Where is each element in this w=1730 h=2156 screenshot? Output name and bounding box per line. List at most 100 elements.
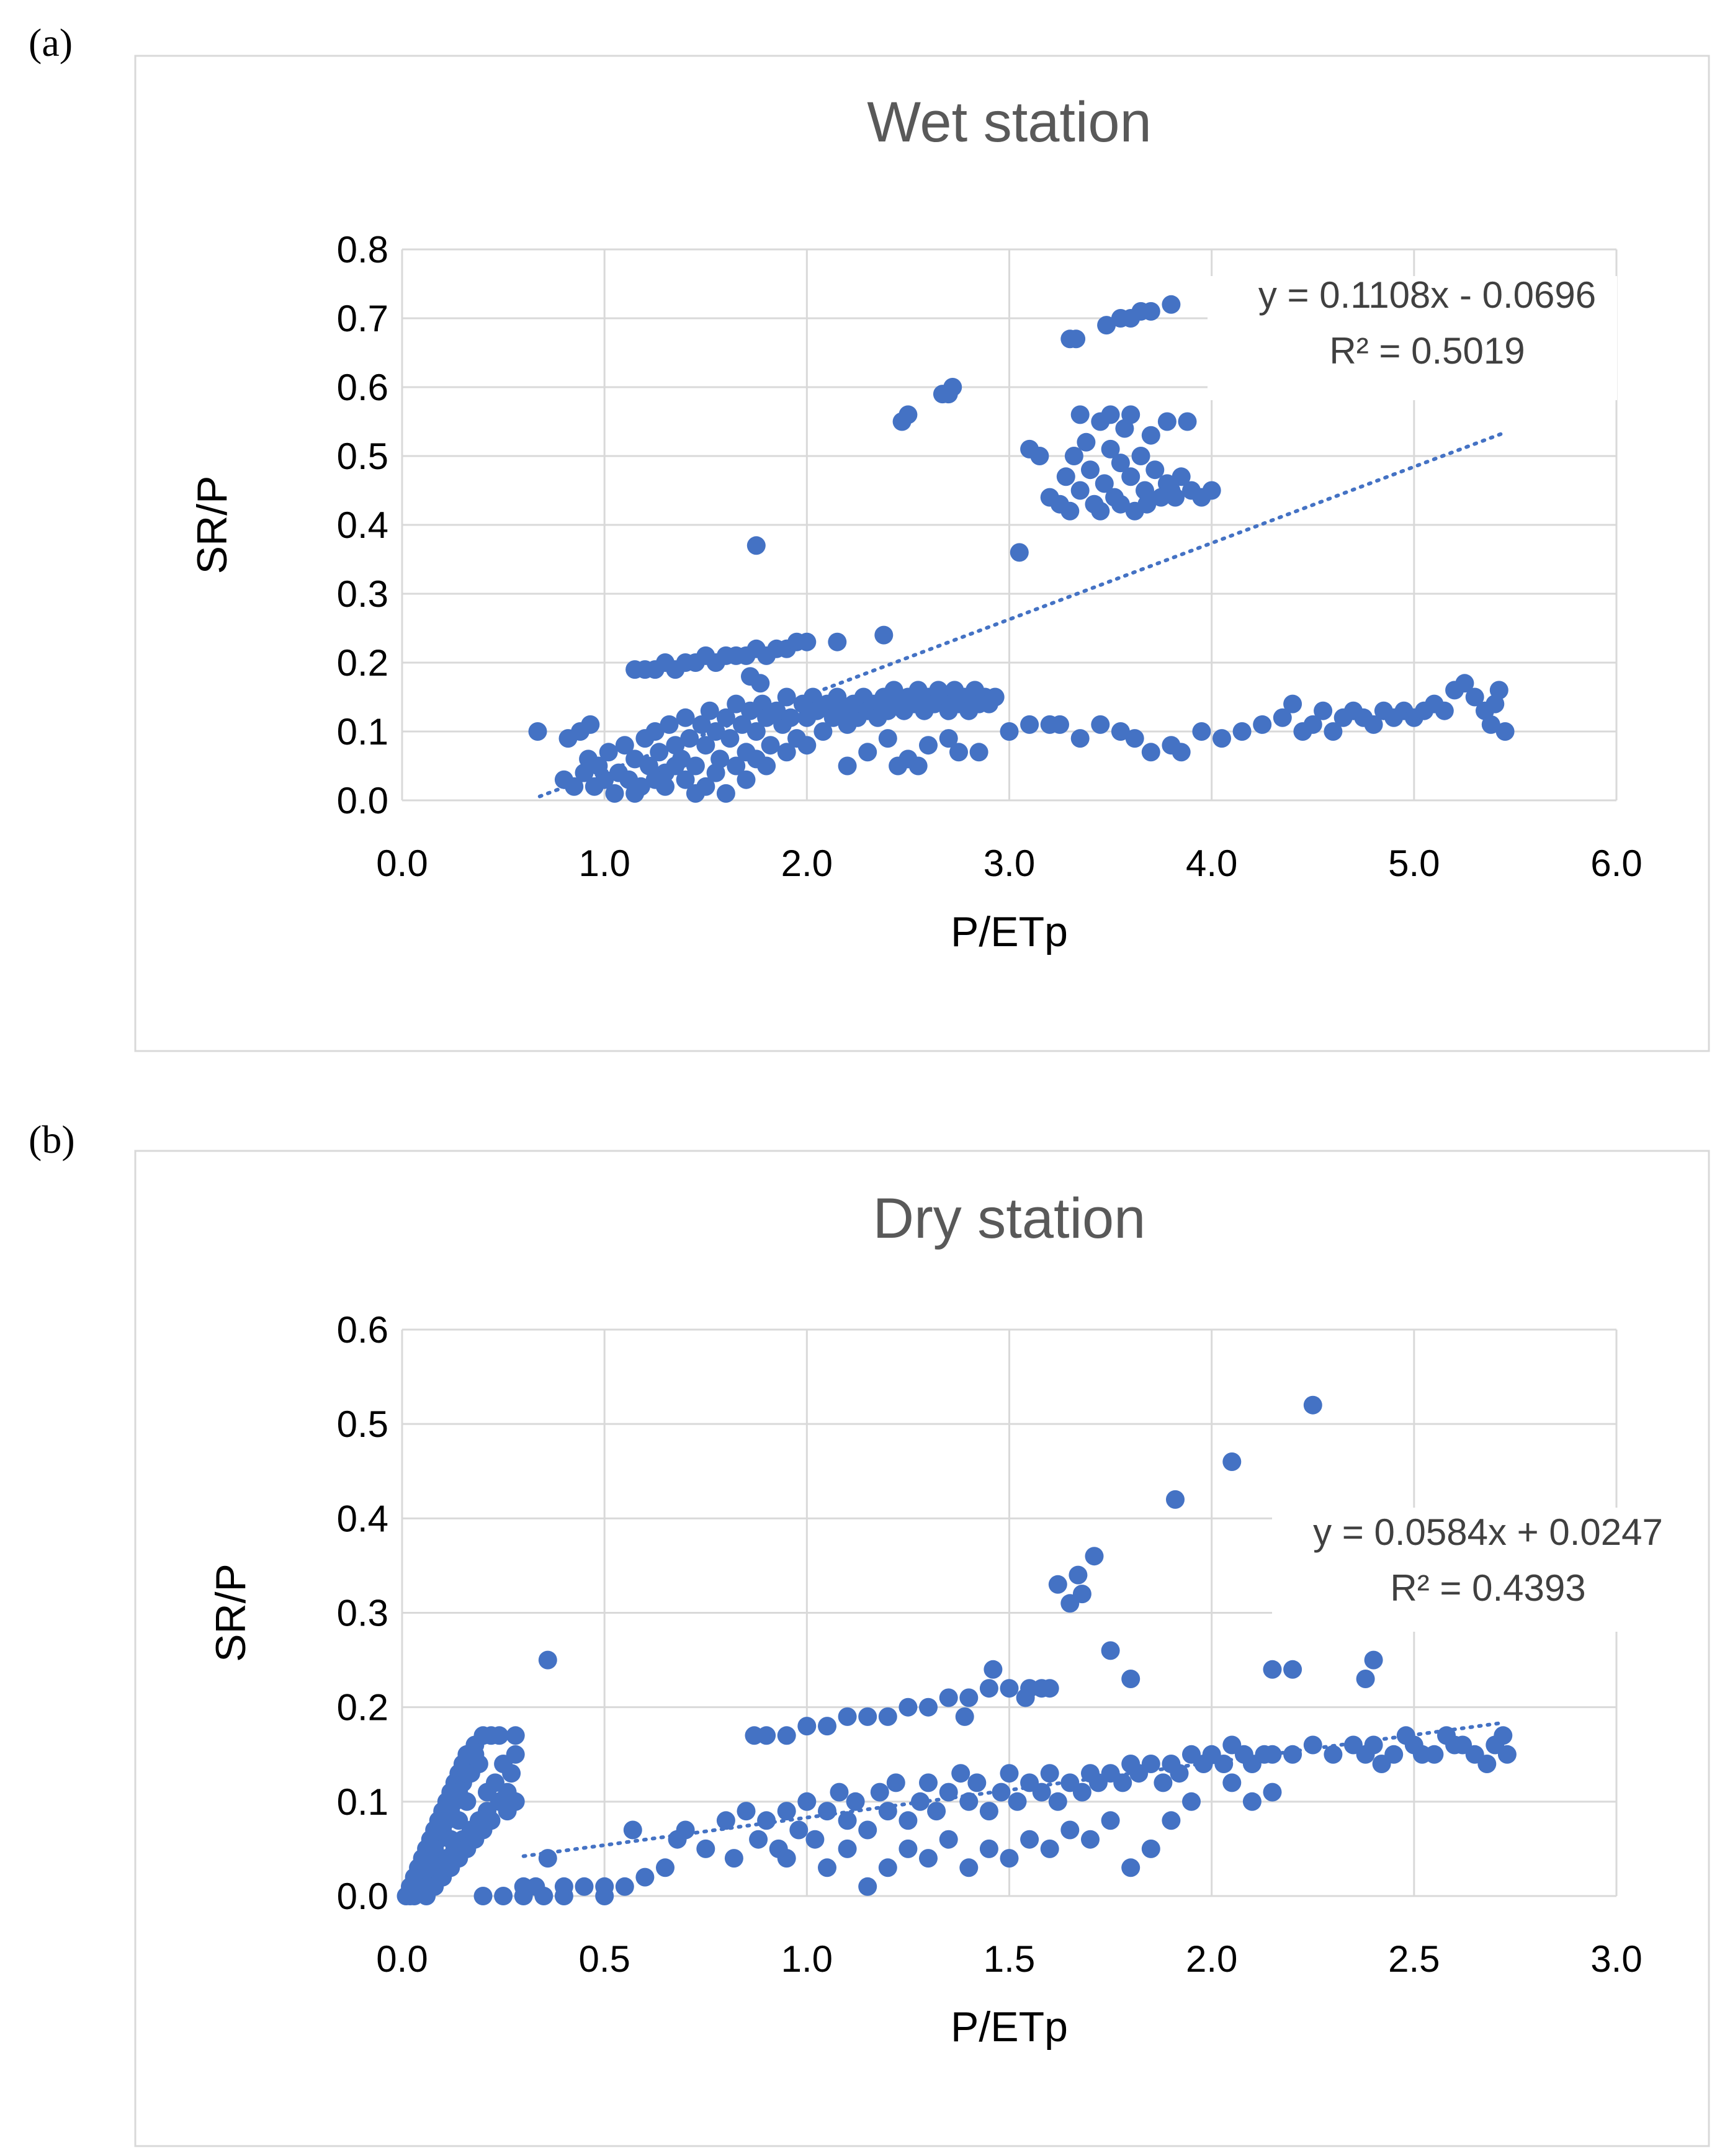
data-point	[1070, 405, 1090, 424]
data-point	[939, 729, 958, 748]
x-tick-label: 3.0	[984, 843, 1035, 884]
data-point	[494, 1755, 513, 1773]
data-point	[1141, 1839, 1160, 1858]
data-point	[506, 1726, 525, 1745]
data-point	[889, 756, 908, 776]
data-point	[1121, 1858, 1141, 1877]
data-point	[1111, 494, 1130, 514]
data-point	[692, 715, 711, 734]
data-point	[1121, 467, 1141, 486]
data-point	[1020, 1830, 1039, 1849]
chart-a-frame	[134, 55, 1710, 1052]
data-point	[1396, 1726, 1415, 1745]
data-point	[858, 743, 877, 762]
data-point	[716, 784, 735, 803]
data-point	[1091, 715, 1110, 734]
data-point	[1101, 1811, 1120, 1830]
chart-b: (b) Dry station 0.00.10.20.30.40.50.60.0…	[29, 1117, 1710, 2147]
data-point	[1000, 1764, 1019, 1783]
data-point	[1157, 412, 1176, 431]
data-point	[1435, 701, 1454, 720]
data-point	[581, 715, 600, 734]
data-point	[1214, 1755, 1234, 1773]
data-point	[1111, 722, 1130, 741]
data-point	[828, 632, 847, 651]
data-point	[666, 756, 685, 776]
data-point	[757, 756, 776, 776]
data-point	[1242, 1792, 1262, 1811]
data-point	[599, 743, 618, 762]
data-point	[733, 715, 751, 734]
data-point	[1481, 715, 1500, 734]
data-point	[1000, 1849, 1019, 1868]
chart-a-points	[528, 295, 1515, 803]
data-point	[781, 708, 800, 727]
data-point	[724, 1849, 743, 1868]
data-point	[1020, 715, 1039, 734]
y-tick-label: 0.2	[337, 1687, 388, 1729]
x-tick-label: 0.0	[376, 843, 428, 884]
chart-a: (a) Wet station 0.0 0.1 0.2 0.3 0.4 0.5 0.6 0.7…	[29, 20, 1710, 1052]
data-point	[858, 1707, 877, 1726]
data-point	[457, 1792, 477, 1811]
data-point	[943, 378, 962, 396]
data-point	[1010, 543, 1029, 562]
data-point	[1212, 729, 1231, 748]
data-point	[927, 1802, 946, 1821]
data-point	[645, 722, 665, 741]
trendline	[537, 430, 1507, 798]
data-point	[1030, 447, 1049, 465]
data-point	[1324, 1745, 1343, 1764]
data-point	[696, 1839, 715, 1858]
data-point	[985, 687, 1005, 707]
data-point	[838, 1811, 857, 1830]
data-point	[1077, 432, 1096, 452]
data-point	[401, 1887, 419, 1905]
data-point	[1016, 1688, 1035, 1707]
data-point	[1202, 481, 1221, 500]
data-point	[838, 1839, 857, 1858]
data-point	[939, 1688, 958, 1707]
y-tick-label: 0.1	[337, 1781, 388, 1823]
data-point	[1162, 1811, 1181, 1830]
y-tick-label: 0.3	[337, 573, 388, 615]
y-tick-label: 0.5	[337, 1403, 388, 1445]
data-point	[1303, 1735, 1322, 1755]
data-point	[1040, 1839, 1059, 1858]
data-point	[1060, 501, 1080, 521]
y-tick-label: 0.0	[337, 1876, 388, 1917]
x-tick-label: 3.0	[1590, 1938, 1642, 1980]
panel-label-b: (b)	[29, 1117, 75, 1161]
data-point	[1145, 460, 1165, 480]
data-point	[490, 1726, 509, 1745]
data-point	[878, 1707, 897, 1726]
data-point	[528, 722, 547, 741]
data-point	[625, 784, 645, 803]
data-point	[1263, 1660, 1282, 1679]
data-point	[1081, 1830, 1100, 1849]
data-point	[919, 1773, 938, 1792]
data-point	[1125, 729, 1144, 748]
data-point	[1182, 1792, 1201, 1811]
data-point	[1113, 1773, 1132, 1792]
data-point	[846, 1792, 865, 1811]
x-tick-label: 1.5	[984, 1938, 1035, 1980]
data-point	[1040, 715, 1059, 734]
data-point	[818, 1802, 836, 1821]
data-point	[813, 722, 833, 741]
chart-b-points	[397, 1395, 1517, 1905]
chart-a-equation: y = 0.1108x - 0.0696	[1258, 274, 1596, 316]
data-point	[870, 1783, 889, 1802]
data-point	[737, 1802, 756, 1821]
data-point	[1056, 467, 1075, 486]
y-tick-label: 0.6	[337, 1309, 388, 1351]
data-point	[1040, 1764, 1059, 1783]
data-point	[878, 1858, 897, 1877]
data-point	[1453, 1735, 1472, 1755]
data-point	[919, 1698, 938, 1717]
data-point	[1081, 460, 1100, 480]
data-point	[777, 1802, 796, 1821]
data-point	[1101, 405, 1120, 424]
data-point	[465, 1745, 485, 1764]
y-tick-label: 0.0	[337, 780, 388, 821]
